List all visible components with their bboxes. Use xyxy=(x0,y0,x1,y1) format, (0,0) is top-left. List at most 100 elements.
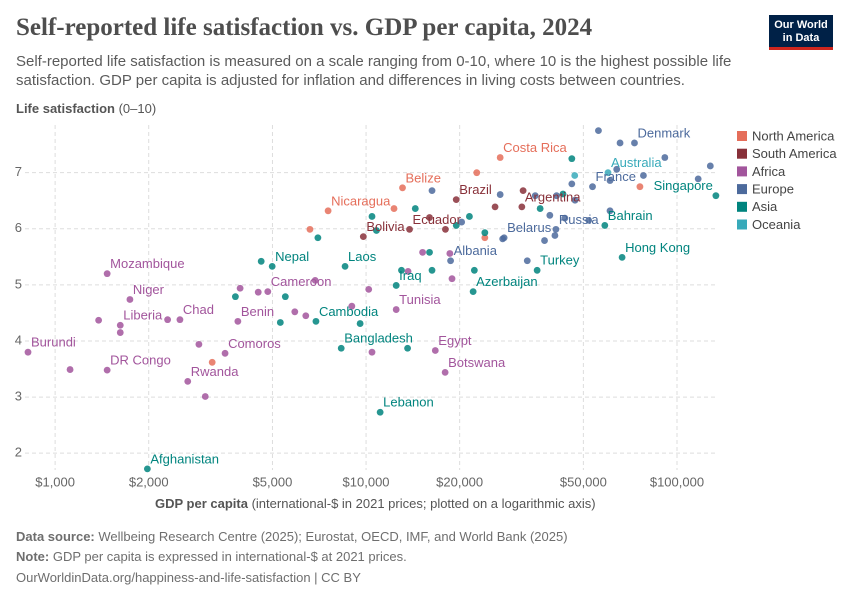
point xyxy=(469,288,477,296)
point-label: Denmark xyxy=(637,125,690,140)
point-label: Turkey xyxy=(540,253,580,268)
point xyxy=(559,190,567,198)
point xyxy=(411,205,419,212)
logo-line: Our World xyxy=(774,19,828,31)
point xyxy=(404,344,411,352)
point xyxy=(431,347,439,354)
point-label: Egypt xyxy=(438,333,472,348)
point xyxy=(365,285,373,293)
legend-label: Asia xyxy=(752,199,778,214)
point xyxy=(311,276,319,284)
point xyxy=(348,302,356,310)
point-label: Argentina xyxy=(525,189,581,204)
point xyxy=(496,154,504,161)
point xyxy=(116,321,124,329)
point xyxy=(553,192,560,200)
legend-swatch xyxy=(737,166,747,177)
point-label: Rwanda xyxy=(191,364,239,379)
point xyxy=(519,187,527,195)
logo-line: in Data xyxy=(782,32,820,44)
legend-swatch xyxy=(737,148,747,159)
point xyxy=(281,293,289,301)
point xyxy=(406,225,413,233)
point xyxy=(452,222,460,229)
chart-title: Self-reported life satisfaction vs. GDP … xyxy=(16,14,593,41)
point xyxy=(499,235,507,243)
point xyxy=(601,222,609,229)
point xyxy=(470,266,478,274)
point xyxy=(606,207,614,215)
y-tick-label: 5 xyxy=(15,276,22,291)
point xyxy=(640,172,647,179)
point-label: Albania xyxy=(454,243,498,258)
point-label: Afghanistan xyxy=(150,451,219,466)
point xyxy=(613,165,621,173)
point xyxy=(452,196,460,204)
point xyxy=(473,169,481,177)
legend-label: North America xyxy=(752,128,835,143)
point xyxy=(356,320,364,327)
footer-url[interactable]: OurWorldinData.org/happiness-and-life-sa… xyxy=(16,570,361,585)
chart-subtitle: Self-reported life satisfaction is measu… xyxy=(16,53,732,89)
point xyxy=(195,340,203,348)
point xyxy=(568,155,576,163)
point-label: Liberia xyxy=(123,308,163,323)
point xyxy=(426,214,433,221)
point xyxy=(390,205,398,212)
point xyxy=(341,262,349,270)
legend-label: Europe xyxy=(752,182,794,197)
point-label: Nicaragua xyxy=(331,193,391,208)
point xyxy=(448,275,456,283)
point xyxy=(24,348,32,356)
point xyxy=(236,284,244,292)
point xyxy=(95,316,103,324)
legend-label: Oceania xyxy=(752,217,801,232)
source-text: Wellbeing Research Centre (2025); Eurost… xyxy=(98,529,568,544)
point xyxy=(368,348,376,356)
point xyxy=(491,203,499,211)
point-label: Comoros xyxy=(228,336,281,351)
point xyxy=(618,253,626,261)
y-tick-label: 4 xyxy=(15,332,22,347)
point xyxy=(446,250,454,257)
point xyxy=(392,282,400,289)
point-label: Mozambique xyxy=(110,256,184,271)
point xyxy=(441,368,449,376)
point xyxy=(398,266,405,274)
point xyxy=(428,187,436,195)
footer-source: Data source: Wellbeing Research Centre (… xyxy=(16,529,568,544)
point xyxy=(551,232,559,239)
point-label: Lebanon xyxy=(383,395,434,410)
note-text: GDP per capita is expressed in internati… xyxy=(52,549,407,564)
x-tick-label: $2,000 xyxy=(129,474,169,489)
point-label: Benin xyxy=(241,304,274,319)
point-label: Niger xyxy=(133,282,165,297)
point xyxy=(234,317,242,325)
point xyxy=(694,175,702,183)
point xyxy=(466,213,473,220)
point-label: Ecuador xyxy=(413,212,462,227)
point xyxy=(221,349,229,357)
legend-label: Africa xyxy=(752,164,786,179)
legend-swatch xyxy=(737,184,747,195)
point xyxy=(571,172,579,179)
logo[interactable]: Our World in Data xyxy=(769,15,833,50)
point-label: Belarus xyxy=(507,220,552,235)
x-tick-label: $10,000 xyxy=(343,474,390,489)
point xyxy=(518,203,526,211)
point xyxy=(523,257,531,265)
point xyxy=(337,344,345,352)
x-tick-label: $100,000 xyxy=(650,474,704,489)
point xyxy=(176,316,184,324)
point-label: Brazil xyxy=(459,182,492,197)
point xyxy=(359,233,367,241)
point-label: Cambodia xyxy=(319,304,379,319)
point-label: Botswana xyxy=(448,355,506,370)
point-label: Bahrain xyxy=(608,208,653,223)
point xyxy=(368,213,376,220)
point xyxy=(589,183,596,191)
point xyxy=(552,225,560,233)
point xyxy=(291,308,299,316)
point xyxy=(481,234,489,242)
